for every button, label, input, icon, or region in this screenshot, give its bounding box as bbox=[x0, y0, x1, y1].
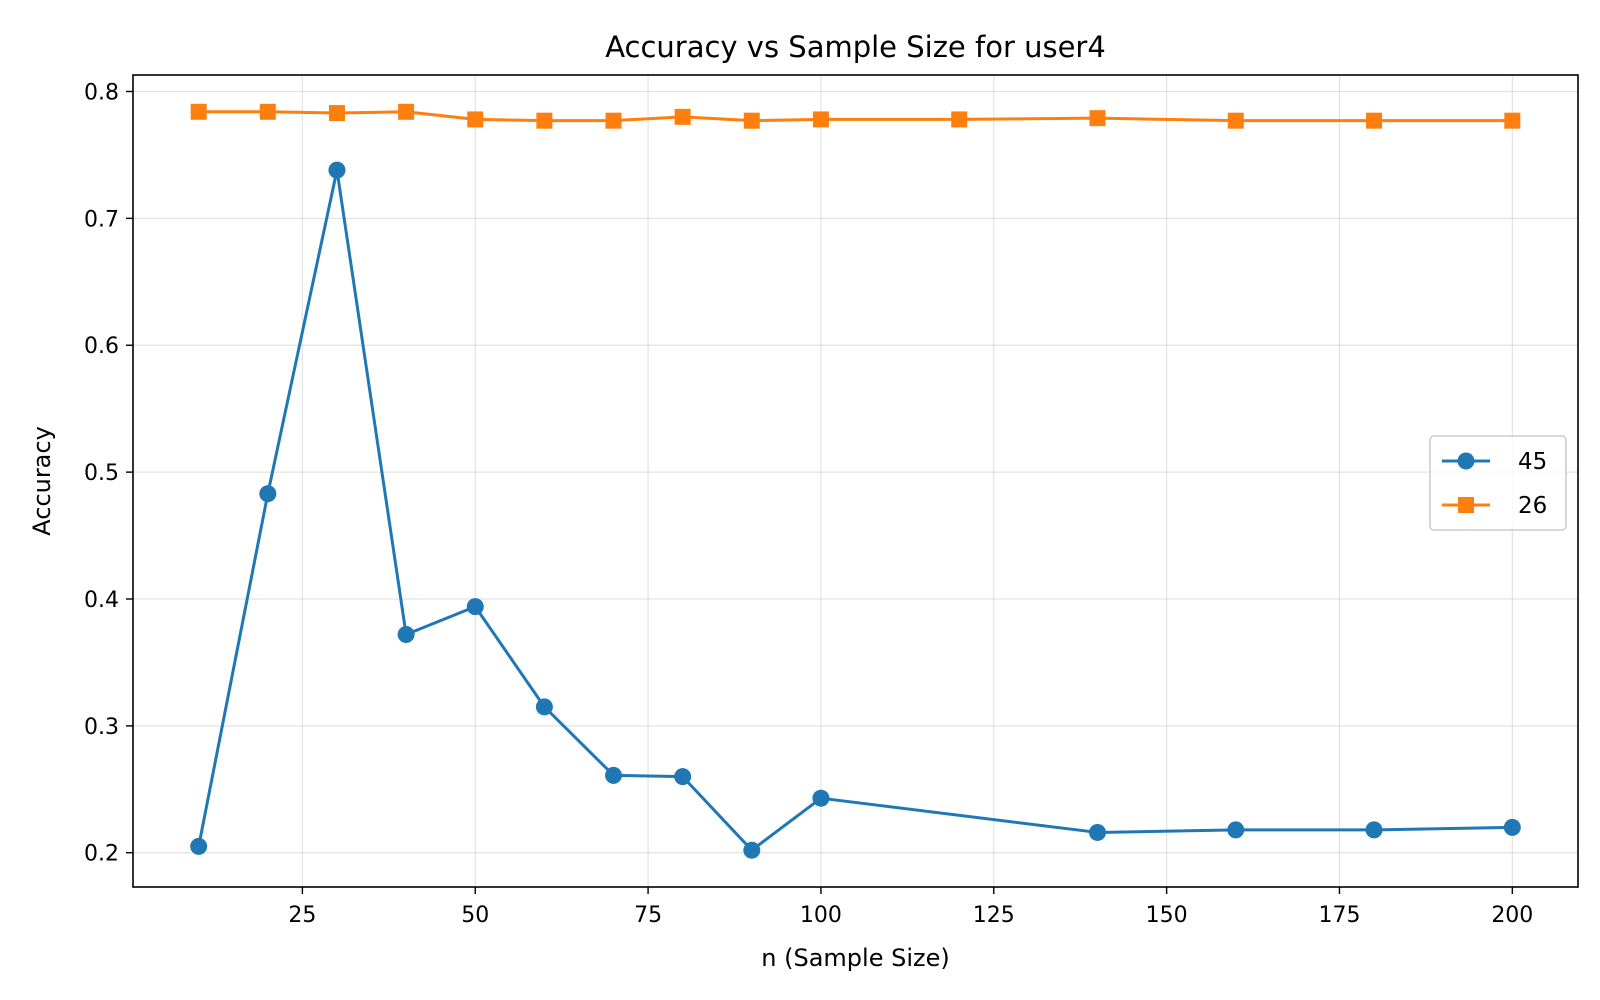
data-point-circle bbox=[1365, 821, 1383, 839]
data-point-square bbox=[812, 111, 829, 128]
x-tick-label: 25 bbox=[288, 903, 316, 928]
legend-entry-26: 26 bbox=[1442, 493, 1547, 519]
x-tick-label: 100 bbox=[800, 903, 842, 928]
data-point-circle bbox=[743, 841, 761, 859]
data-point-square bbox=[328, 105, 345, 122]
series-26 bbox=[190, 103, 1521, 129]
y-axis-title: Accuracy bbox=[28, 426, 56, 536]
y-tick-label: 0.2 bbox=[84, 842, 119, 867]
data-point-square bbox=[1089, 110, 1106, 127]
x-tick-label: 150 bbox=[1146, 903, 1188, 928]
data-point-circle bbox=[466, 598, 484, 616]
data-point-circle bbox=[1088, 823, 1106, 841]
x-tick-label: 75 bbox=[634, 903, 662, 928]
x-tick-label: 175 bbox=[1318, 903, 1360, 928]
x-axis-title: n (Sample Size) bbox=[761, 944, 949, 972]
y-tick-label: 0.4 bbox=[84, 588, 119, 613]
series-layer bbox=[190, 103, 1521, 859]
legend-label: 45 bbox=[1518, 449, 1547, 475]
y-tick-label: 0.8 bbox=[84, 80, 119, 105]
data-point-circle bbox=[674, 768, 692, 786]
data-point-square bbox=[743, 112, 760, 129]
data-point-square bbox=[951, 111, 968, 128]
axis-ticks: 25 50 75 100 125 150 175 200 0.2 0.3 0.4 0.5 0.6 0.7 0… bbox=[84, 80, 1533, 928]
legend-entry-45: 45 bbox=[1442, 449, 1547, 475]
legend-marker-square bbox=[1458, 497, 1474, 513]
data-point-square bbox=[536, 112, 553, 129]
data-point-square bbox=[605, 112, 622, 129]
data-point-circle bbox=[259, 485, 277, 503]
data-point-square bbox=[190, 103, 207, 120]
legend: 45 26 bbox=[1429, 435, 1567, 531]
y-tick-label: 0.3 bbox=[84, 715, 119, 740]
data-point-circle bbox=[190, 837, 208, 855]
data-point-circle bbox=[1503, 818, 1521, 836]
data-point-square bbox=[1366, 112, 1383, 129]
data-point-square bbox=[1227, 112, 1244, 129]
data-point-square bbox=[467, 111, 484, 128]
plot-area-frame bbox=[132, 74, 1579, 888]
data-point-circle bbox=[397, 626, 415, 644]
data-point-circle bbox=[1227, 821, 1245, 839]
series-45 bbox=[190, 161, 1521, 859]
legend-label: 26 bbox=[1518, 493, 1547, 519]
data-point-square bbox=[259, 103, 276, 120]
chart-title: Accuracy vs Sample Size for user4 bbox=[605, 30, 1106, 64]
data-point-square bbox=[398, 103, 415, 120]
data-point-circle bbox=[535, 698, 553, 716]
x-tick-label: 50 bbox=[461, 903, 489, 928]
data-point-circle bbox=[328, 161, 346, 179]
data-point-circle bbox=[605, 766, 623, 784]
legend-marker-circle bbox=[1457, 452, 1475, 470]
y-tick-label: 0.5 bbox=[84, 461, 119, 486]
x-tick-label: 200 bbox=[1491, 903, 1533, 928]
series-line-45 bbox=[197, 168, 1513, 852]
y-tick-label: 0.6 bbox=[84, 334, 119, 359]
data-point-circle bbox=[812, 789, 830, 807]
data-point-square bbox=[1504, 112, 1521, 129]
grid-lines bbox=[133, 75, 1578, 887]
y-tick-label: 0.7 bbox=[84, 207, 119, 232]
data-point-square bbox=[674, 108, 691, 125]
x-tick-label: 125 bbox=[973, 903, 1015, 928]
